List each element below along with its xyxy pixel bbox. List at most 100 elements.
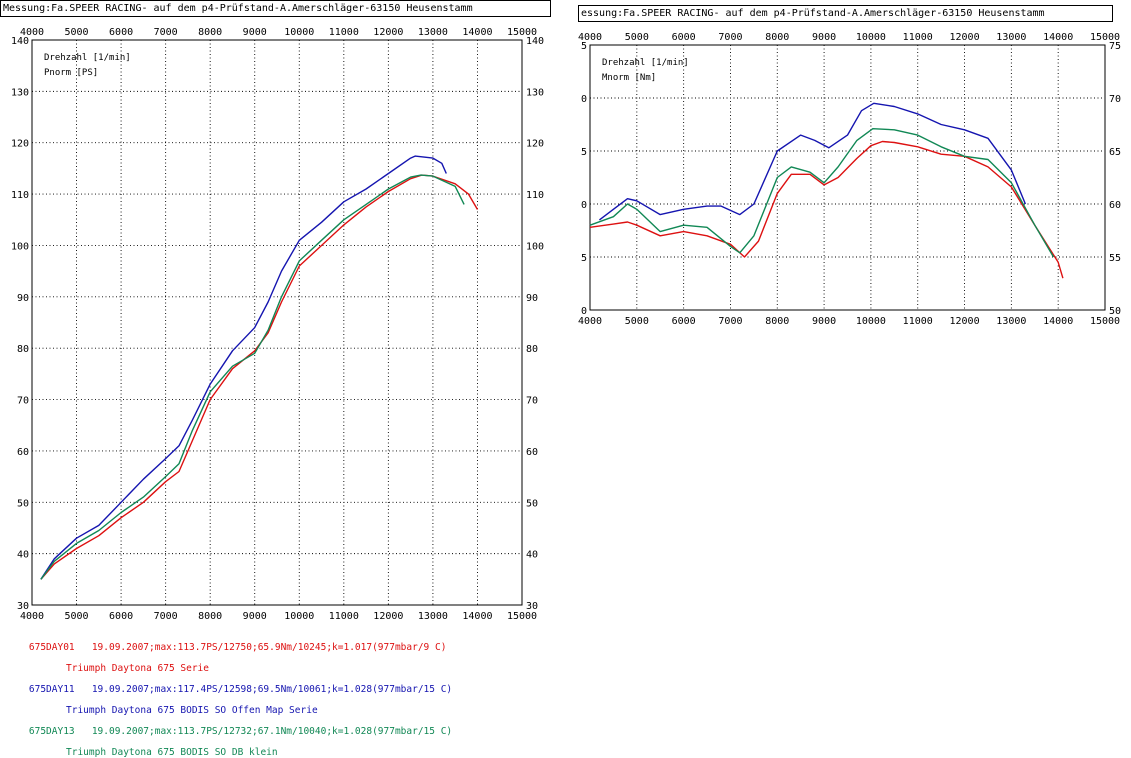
legend-entry-675day11: 675DAY11 19.09.2007;max:117.4PS/12598;69… — [6, 674, 452, 706]
x-tick-label-bottom: 5000 — [64, 611, 88, 622]
x-tick-label-top: 10000 — [284, 27, 314, 38]
y-tick-label-right: 65 — [1109, 147, 1121, 158]
series-line-675day11 — [41, 156, 446, 579]
x-tick-label-bottom: 10000 — [856, 316, 886, 327]
y-axis-label: Mnorm [Nm] — [602, 73, 656, 83]
x-tick-label-top: 8000 — [198, 27, 222, 38]
y-tick-label-left: 5 — [581, 253, 587, 264]
x-tick-label-bottom: 13000 — [996, 316, 1026, 327]
y-tick-label-left: 50 — [17, 498, 29, 509]
x-tick-label-bottom: 9000 — [243, 611, 267, 622]
x-tick-label-top: 9000 — [812, 32, 836, 43]
x-tick-label-top: 14000 — [1043, 32, 1073, 43]
y-tick-label-left: 0 — [581, 306, 587, 317]
y-tick-label-right: 100 — [526, 241, 544, 252]
x-tick-label-bottom: 14000 — [1043, 316, 1073, 327]
x-tick-label-bottom: 12000 — [949, 316, 979, 327]
y-tick-label-right: 55 — [1109, 253, 1121, 264]
y-tick-label-right: 120 — [526, 139, 544, 150]
x-tick-label-top: 11000 — [903, 32, 933, 43]
x-tick-label-bottom: 4000 — [20, 611, 44, 622]
x-tick-label-bottom: 6000 — [672, 316, 696, 327]
x-tick-label-top: 11000 — [329, 27, 359, 38]
x-tick-label-bottom: 13000 — [418, 611, 448, 622]
x-tick-label-bottom: 4000 — [578, 316, 602, 327]
y-tick-label-right: 130 — [526, 87, 544, 98]
x-tick-label-bottom: 5000 — [625, 316, 649, 327]
legend-description: Triumph Daytona 675 Serie — [6, 664, 452, 675]
x-tick-label-top: 6000 — [672, 32, 696, 43]
x-tick-label-bottom: 12000 — [373, 611, 403, 622]
series-line-675day01 — [590, 142, 1063, 279]
legend-id: 675DAY11 — [29, 684, 75, 695]
legend-details: 19.09.2007;max:113.7PS/12732;67.1Nm/1004… — [92, 726, 452, 737]
y-tick-label-left: 5 — [581, 41, 587, 52]
x-tick-label-top: 6000 — [109, 27, 133, 38]
plot-frame — [590, 45, 1105, 310]
x-tick-label-top: 7000 — [718, 32, 742, 43]
y-tick-label-left: 60 — [17, 447, 29, 458]
x-tick-label-top: 5000 — [64, 27, 88, 38]
legend-id: 675DAY13 — [29, 726, 75, 737]
y-tick-label-right: 75 — [1109, 41, 1121, 52]
x-tick-label-top: 7000 — [154, 27, 178, 38]
legend-entry-675day01: 675DAY01 19.09.2007;max:113.7PS/12750;65… — [6, 632, 452, 664]
x-axis-label: Drehzahl [1/min] — [602, 58, 689, 68]
chart-torque: 4000400050005000600060007000700080008000… — [578, 32, 1121, 327]
y-tick-label-right: 140 — [526, 36, 544, 47]
y-tick-label-left: 0 — [581, 94, 587, 105]
x-tick-label-top: 13000 — [996, 32, 1026, 43]
x-tick-label-top: 5000 — [625, 32, 649, 43]
chart-power: 4000400050005000600060007000700080008000… — [11, 27, 544, 622]
x-tick-label-bottom: 7000 — [718, 316, 742, 327]
y-axis-label: Pnorm [PS] — [44, 68, 98, 78]
y-tick-label-left: 80 — [17, 344, 29, 355]
y-tick-label-left: 130 — [11, 87, 29, 98]
x-tick-label-top: 14000 — [462, 27, 492, 38]
x-tick-label-bottom: 15000 — [507, 611, 537, 622]
legend-entry-675day13: 675DAY13 19.09.2007;max:113.7PS/12732;67… — [6, 716, 452, 748]
y-tick-label-right: 50 — [1109, 306, 1121, 317]
series-line-675day11 — [599, 103, 1025, 220]
y-tick-label-right: 30 — [526, 601, 538, 612]
y-tick-label-right: 70 — [1109, 94, 1121, 105]
x-tick-label-bottom: 6000 — [109, 611, 133, 622]
x-axis-label: Drehzahl [1/min] — [44, 53, 131, 63]
y-tick-label-right: 60 — [526, 447, 538, 458]
charts-canvas: 4000400050005000600060007000700080008000… — [0, 0, 1131, 720]
legend-description: Triumph Daytona 675 BODIS SO DB klein — [6, 748, 452, 758]
y-tick-label-right: 90 — [526, 293, 538, 304]
y-tick-label-right: 50 — [526, 498, 538, 509]
legend-id: 675DAY01 — [29, 642, 75, 653]
legend-details: 19.09.2007;max:113.7PS/12750;65.9Nm/1024… — [92, 642, 447, 653]
x-tick-label-top: 9000 — [243, 27, 267, 38]
plot-frame — [32, 40, 522, 605]
y-tick-label-right: 80 — [526, 344, 538, 355]
x-tick-label-top: 12000 — [373, 27, 403, 38]
series-line-675day01 — [41, 175, 478, 579]
x-tick-label-bottom: 8000 — [765, 316, 789, 327]
series-line-675day13 — [590, 129, 1054, 257]
x-tick-label-top: 8000 — [765, 32, 789, 43]
x-tick-label-bottom: 14000 — [462, 611, 492, 622]
x-tick-label-top: 10000 — [856, 32, 886, 43]
y-tick-label-right: 70 — [526, 396, 538, 407]
y-tick-label-left: 30 — [17, 601, 29, 612]
x-tick-label-bottom: 10000 — [284, 611, 314, 622]
y-tick-label-left: 140 — [11, 36, 29, 47]
x-tick-label-bottom: 11000 — [329, 611, 359, 622]
y-tick-label-right: 40 — [526, 550, 538, 561]
x-tick-label-bottom: 9000 — [812, 316, 836, 327]
legend: 675DAY01 19.09.2007;max:113.7PS/12750;65… — [6, 632, 452, 758]
legend-description: Triumph Daytona 675 BODIS SO Offen Map S… — [6, 706, 452, 717]
x-tick-label-top: 13000 — [418, 27, 448, 38]
y-tick-label-left: 90 — [17, 293, 29, 304]
x-tick-label-bottom: 15000 — [1090, 316, 1120, 327]
y-tick-label-left: 0 — [581, 200, 587, 211]
y-tick-label-left: 100 — [11, 241, 29, 252]
y-tick-label-left: 5 — [581, 147, 587, 158]
y-tick-label-left: 40 — [17, 550, 29, 561]
x-tick-label-bottom: 11000 — [903, 316, 933, 327]
legend-details: 19.09.2007;max:117.4PS/12598;69.5Nm/1006… — [92, 684, 452, 695]
y-tick-label-right: 110 — [526, 190, 544, 201]
